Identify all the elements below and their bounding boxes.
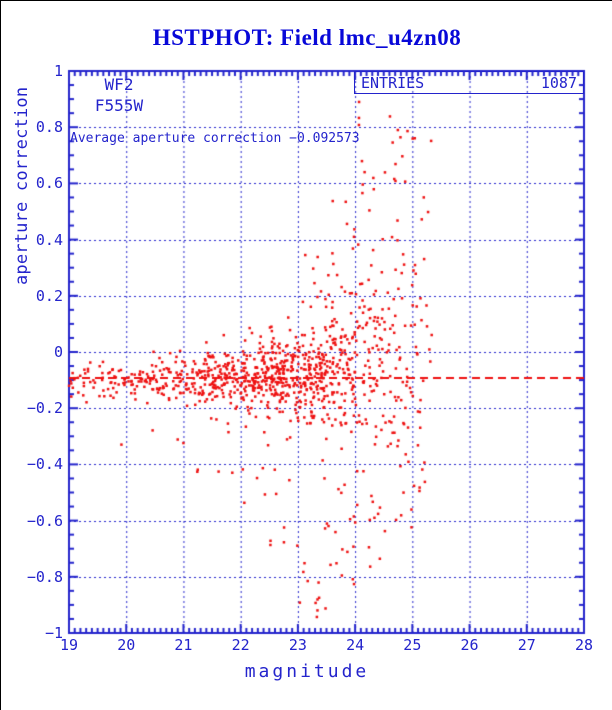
entries-value: 1087 xyxy=(540,73,577,92)
x-tick-label: 22 xyxy=(231,636,250,654)
y-tick-label: −0.6 xyxy=(26,511,63,530)
y-tick-label: 0.8 xyxy=(35,118,63,137)
y-tick-label: 1 xyxy=(53,62,63,80)
x-tick-label: 28 xyxy=(574,636,594,654)
x-tick-label: 25 xyxy=(403,636,422,654)
y-tick-label: −0.8 xyxy=(26,567,63,586)
x-axis-label: magnitude xyxy=(244,661,370,682)
x-tick-label: 26 xyxy=(460,636,479,654)
y-tick-label: −0.4 xyxy=(26,455,63,474)
x-tick-label: 24 xyxy=(346,636,365,654)
x-tick-label: 20 xyxy=(117,636,136,654)
x-tick-label: 21 xyxy=(174,636,193,654)
y-tick-label: 0.4 xyxy=(35,230,63,249)
dataset-id-block: WF2 F555W xyxy=(81,74,157,116)
x-tick-label: 23 xyxy=(288,636,307,654)
y-tick-label: −1 xyxy=(44,624,63,642)
y-tick-label: 0 xyxy=(53,343,63,361)
y-tick-label: −0.2 xyxy=(26,399,63,418)
y-tick-label: 0.6 xyxy=(35,174,63,193)
filter-label: F555W xyxy=(94,96,144,115)
page-title: HSTPHOT: Field lmc_u4zn08 xyxy=(152,25,462,50)
x-tick-label: 27 xyxy=(517,636,536,654)
entries-stat-box: ENTRIES 1087 xyxy=(354,71,584,94)
x-tick-label: 19 xyxy=(59,636,79,654)
detector-label: WF2 xyxy=(104,75,134,94)
average-correction-annotation: Average aperture correction −0.092573 xyxy=(70,131,360,146)
y-tick-label: 0.2 xyxy=(35,286,63,305)
entries-label: ENTRIES xyxy=(361,73,425,92)
